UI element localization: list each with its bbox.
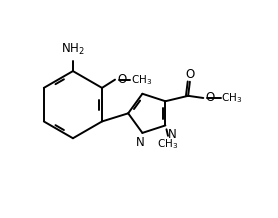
Text: N: N [136, 136, 145, 149]
Text: CH$_3$: CH$_3$ [221, 91, 242, 105]
Text: O: O [117, 73, 126, 86]
Text: CH$_3$: CH$_3$ [131, 73, 152, 87]
Text: CH$_3$: CH$_3$ [157, 137, 178, 151]
Text: O: O [205, 92, 214, 104]
Text: N: N [168, 128, 176, 141]
Text: O: O [185, 68, 195, 81]
Text: NH$_2$: NH$_2$ [61, 42, 85, 57]
